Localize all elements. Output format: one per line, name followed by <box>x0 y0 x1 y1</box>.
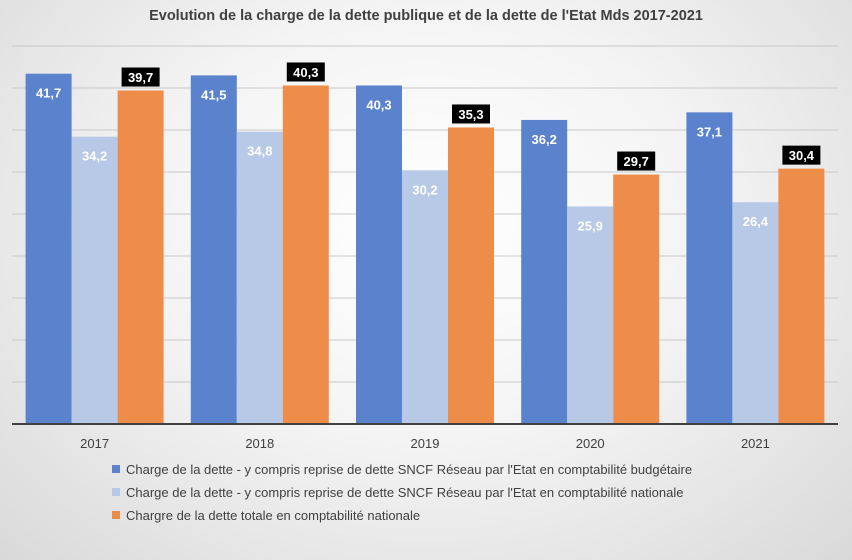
bar-1-2019 <box>356 85 402 424</box>
bar-2-2020 <box>567 206 614 424</box>
bar-3-2018 <box>282 85 329 424</box>
legend-item: Chargre de la dette totale en comptabili… <box>112 506 692 524</box>
data-label: 36,2 <box>532 132 557 147</box>
x-tick-label: 2019 <box>411 436 440 451</box>
bar-3-2017 <box>117 90 164 425</box>
data-label: 30,4 <box>789 148 815 163</box>
x-tick-label: 2018 <box>245 436 274 451</box>
legend-label: Charge de la dette - y compris reprise d… <box>126 484 684 500</box>
bar-3-2020 <box>613 174 660 424</box>
data-label: 37,1 <box>697 124 722 139</box>
legend-label: Chargre de la dette totale en comptabili… <box>126 507 421 523</box>
data-label: 35,3 <box>458 107 483 122</box>
data-label: 34,2 <box>82 149 107 164</box>
legend: Charge de la dette - y compris reprise d… <box>112 460 692 529</box>
data-label-box <box>617 151 656 171</box>
data-label-box <box>782 145 821 165</box>
bar-1-2020 <box>521 119 568 425</box>
bar-2-2021 <box>732 202 779 424</box>
legend-swatch <box>112 488 120 496</box>
data-label: 41,5 <box>201 87 226 102</box>
bar-3-2019 <box>448 127 494 424</box>
data-label-box <box>286 62 325 82</box>
bar-1-2018 <box>190 75 237 425</box>
legend-swatch <box>112 465 120 473</box>
data-label: 34,8 <box>247 144 272 159</box>
data-label: 30,2 <box>412 182 437 197</box>
bar-2-2018 <box>236 131 283 424</box>
legend-item: Charge de la dette - y compris reprise d… <box>112 483 692 501</box>
data-label-box <box>121 67 160 87</box>
plot-area: 41,7 34,2 39,7 2017 41,5 34,8 40,3 2018 40,3 30,2… <box>12 45 838 451</box>
bar-3-2021 <box>778 168 825 424</box>
x-tick-label: 2020 <box>576 436 605 451</box>
bar-2-2017 <box>71 136 118 424</box>
legend-swatch <box>112 511 120 519</box>
bar-1-2017 <box>25 73 72 424</box>
legend-label: Charge de la dette - y compris reprise d… <box>126 461 693 477</box>
data-label: 26,4 <box>743 214 769 229</box>
bar-2-2019 <box>402 170 448 424</box>
data-label: 40,3 <box>293 65 318 80</box>
bar-1-2021 <box>686 112 733 425</box>
data-label: 40,3 <box>366 97 391 112</box>
data-label: 41,7 <box>36 86 61 101</box>
chart-title: Evolution de la charge de la dette publi… <box>149 8 703 24</box>
data-label: 39,7 <box>128 70 153 85</box>
legend-item: Charge de la dette - y compris reprise d… <box>112 460 692 478</box>
x-tick-label: 2021 <box>741 436 770 451</box>
data-label: 25,9 <box>578 218 603 233</box>
x-tick-label: 2017 <box>80 436 109 451</box>
data-label-box <box>452 104 490 124</box>
data-label: 29,7 <box>624 154 649 169</box>
